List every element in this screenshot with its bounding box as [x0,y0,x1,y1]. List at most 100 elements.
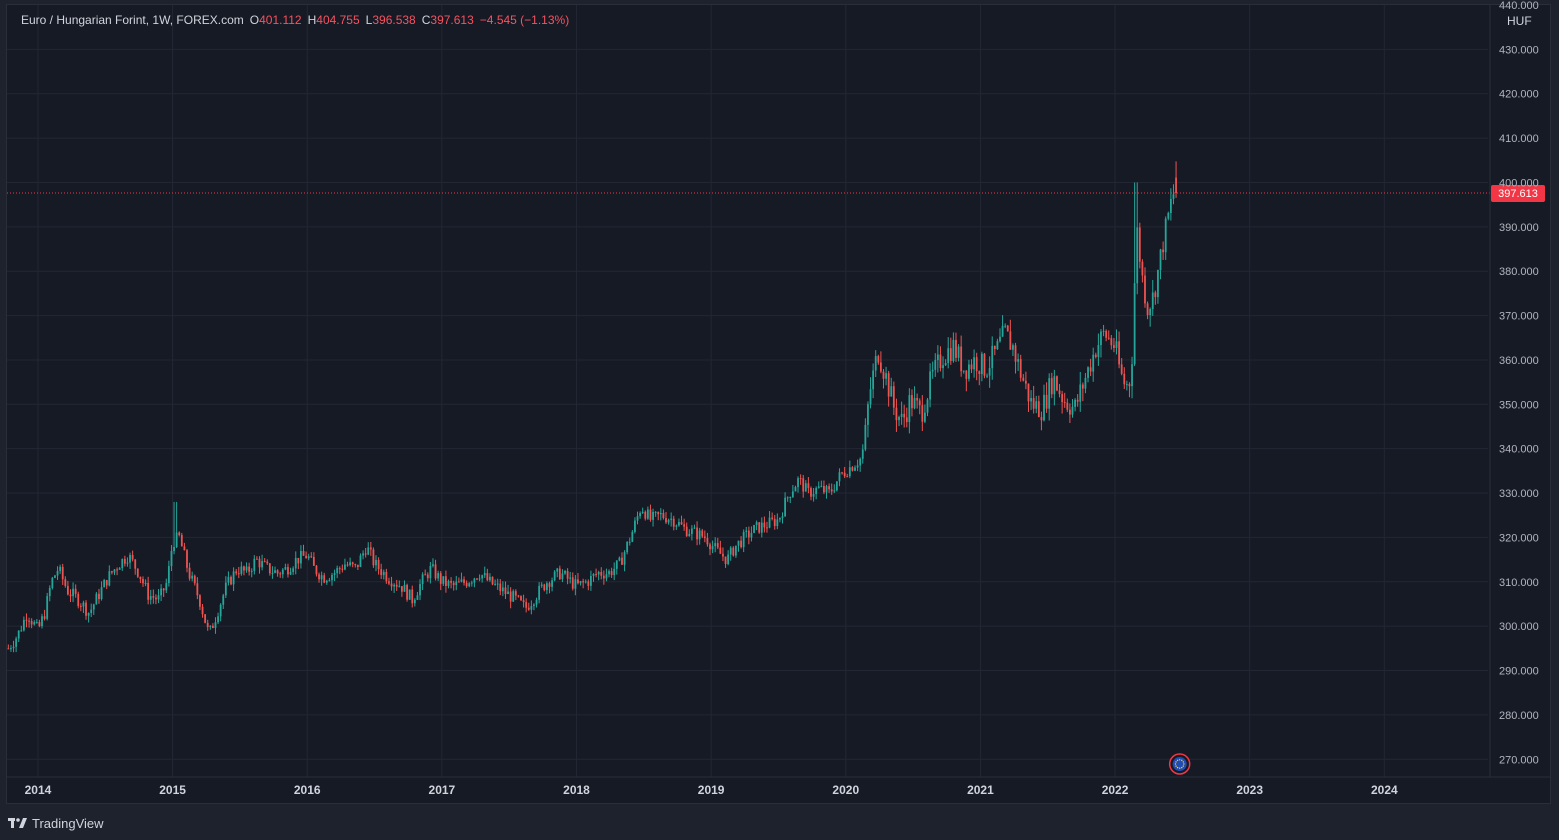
candle-body [408,589,411,600]
candle-body [256,558,258,560]
candle-body [292,568,295,572]
candle-body [577,579,579,584]
candle-body [1066,402,1069,410]
candle-body [900,413,903,417]
candle-body [175,532,178,548]
candle-body [742,531,745,548]
candle-body [815,487,818,495]
candle-body [812,494,815,497]
candle-body [540,584,543,586]
candle-body [773,518,776,527]
candle-body [711,546,714,550]
candle-body [429,565,432,579]
time-axis[interactable]: 2014 2015 2016 2017 2018 2019 2020 2021 2022 2023… [7,776,1551,797]
candle-body [1037,401,1040,418]
candle-body [856,465,859,468]
candle-body [1125,384,1128,386]
candle-body [170,551,173,567]
candle-body [369,547,372,550]
candle-body [318,574,320,580]
y-tick-label: 420.000 [1499,89,1539,101]
candle-body [564,570,566,574]
candle-body [486,573,489,581]
candle-body [95,593,98,605]
candle-body [753,525,755,533]
candle-body [978,371,981,375]
candle-body [232,571,235,585]
tradingview-logo-icon [8,818,27,828]
candle-body [789,496,792,498]
candle-body [592,574,595,576]
candle-body [1131,364,1133,387]
symbol-title[interactable]: Euro / Hungarian Forint, 1W, FOREX.com [21,13,244,27]
candle-body [970,364,973,370]
candle-body [654,511,657,513]
candle-body [463,579,465,583]
candle-body [406,584,408,600]
candle-body [98,593,100,600]
candle-body [289,571,292,575]
x-tick-label: 2024 [1371,783,1398,797]
candle-body [879,362,882,372]
candle-body [476,578,478,580]
candle-body [1058,390,1061,395]
candle-body [802,478,805,492]
candle-body [1050,378,1053,395]
candle-body [543,584,546,591]
candle-body [279,573,282,575]
price-axis[interactable]: 270.000 280.000 290.000 300.000 310.000 320.0… [1489,0,1539,777]
candle-body [1001,325,1004,337]
candle-body [266,561,269,564]
candle-body [243,566,245,571]
open-value: 401.112 [259,13,302,27]
candle-body [882,371,885,379]
candle-body [287,567,289,575]
candle-body [281,569,284,575]
candle-body [1027,383,1030,402]
candle-body [455,581,458,586]
candle-body [659,512,662,515]
candle-body [934,360,937,370]
candle-body [64,579,67,586]
candle-body [867,404,869,425]
candle-body [763,522,766,528]
eu-star [1181,759,1183,762]
candle-body [388,581,390,584]
candle-body [240,566,243,574]
candle-body [634,520,636,532]
candle-body [338,568,341,570]
candle-body [390,583,393,587]
candle-body [188,567,191,579]
eu-star [1183,763,1185,765]
candle-body [960,346,963,372]
candle-body [672,518,675,527]
tradingview-logo[interactable]: TradingView [8,814,104,832]
candle-body [307,556,310,559]
candle-body [333,573,336,575]
candle-body [7,648,10,650]
candle-body [597,571,600,575]
candle-body [344,564,346,570]
y-tick-label: 370.000 [1499,311,1539,323]
candle-body [574,579,577,589]
candle-body [468,583,471,587]
candle-body [501,587,504,592]
candle-body [1141,261,1144,276]
x-tick-label: 2014 [25,783,52,797]
candle-body [419,584,421,596]
close-label: C [421,13,431,27]
candle-body [300,551,302,564]
currency-label[interactable]: HUF [1507,14,1532,28]
y-tick-label: 400.000 [1499,177,1539,189]
eu-star [1178,767,1181,769]
candle-body [724,556,727,564]
candle-body [639,512,642,517]
event-marker[interactable] [1168,753,1191,775]
candle-body [77,593,80,606]
candle-body [955,339,957,358]
y-tick-label: 360.000 [1499,355,1539,367]
candle-body [253,558,256,571]
candle-body [224,582,227,596]
candle-body [48,588,51,597]
